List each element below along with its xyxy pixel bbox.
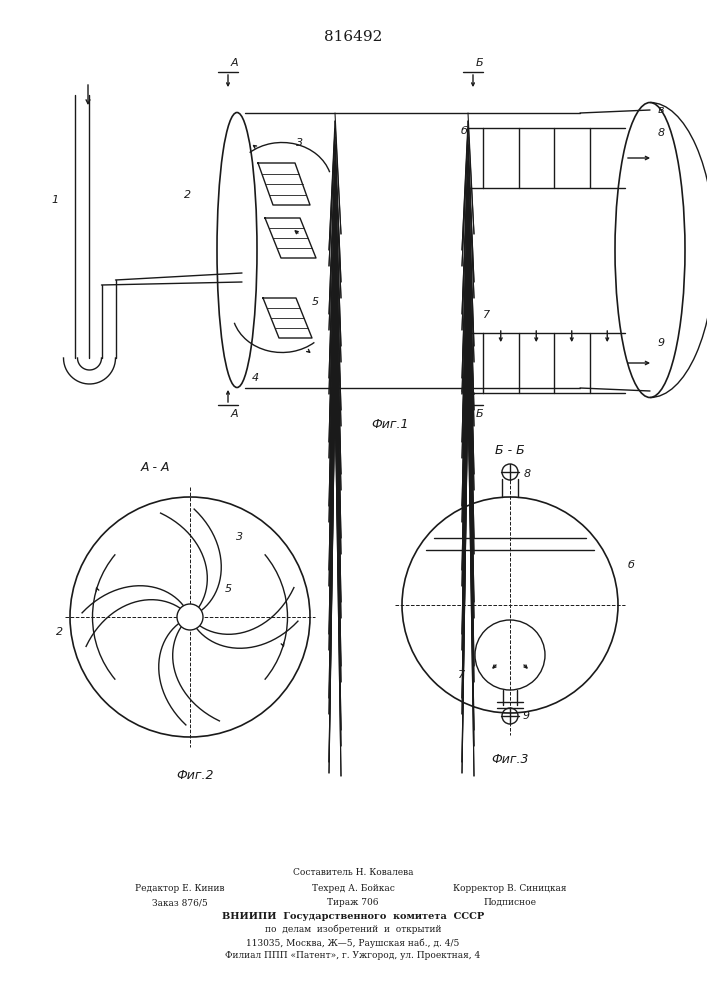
- Text: Техред А. Бойкас: Техред А. Бойкас: [312, 884, 395, 893]
- Text: по  делам  изобретений  и  открытий: по делам изобретений и открытий: [264, 925, 441, 934]
- Text: Корректор В. Синицкая: Корректор В. Синицкая: [453, 884, 567, 893]
- Text: Подписное: Подписное: [484, 898, 537, 907]
- Text: Редактор Е. Кинив: Редактор Е. Кинив: [135, 884, 225, 893]
- Text: ВНИИПИ  Государственного  комитета  СССР: ВНИИПИ Государственного комитета СССР: [222, 912, 484, 921]
- Text: 113035, Москва, Ж—5, Раушская наб., д. 4/5: 113035, Москва, Ж—5, Раушская наб., д. 4…: [246, 938, 460, 948]
- Text: 9: 9: [658, 338, 665, 348]
- Text: Б: Б: [476, 409, 484, 419]
- Text: Б - Б: Б - Б: [495, 444, 525, 457]
- Text: Филиал ППП «Патент», г. Ужгород, ул. Проектная, 4: Филиал ППП «Патент», г. Ужгород, ул. Про…: [226, 951, 481, 960]
- Text: Фиг.2: Фиг.2: [176, 769, 214, 782]
- Text: 9: 9: [523, 711, 530, 721]
- Text: 7: 7: [458, 670, 465, 680]
- Ellipse shape: [177, 604, 203, 630]
- Text: 816492: 816492: [324, 30, 382, 44]
- Text: Фиг.3: Фиг.3: [491, 753, 529, 766]
- Text: А: А: [231, 58, 239, 68]
- Text: 8: 8: [524, 469, 531, 479]
- Text: 5: 5: [312, 297, 319, 307]
- Text: Тираж 706: Тираж 706: [327, 898, 379, 907]
- Text: 3: 3: [236, 532, 244, 542]
- Text: б: б: [461, 385, 468, 395]
- Text: 2: 2: [57, 627, 64, 637]
- Text: Заказ 876/5: Заказ 876/5: [152, 898, 208, 907]
- Text: б: б: [628, 560, 635, 570]
- Text: 7: 7: [484, 310, 491, 320]
- Text: Б: Б: [476, 58, 484, 68]
- Text: в: в: [658, 105, 665, 115]
- Text: 8: 8: [658, 128, 665, 138]
- Text: 4: 4: [252, 373, 259, 383]
- Text: б: б: [461, 126, 468, 136]
- Text: 5: 5: [224, 584, 232, 594]
- Text: 2: 2: [185, 190, 192, 200]
- Text: 1: 1: [52, 195, 59, 205]
- Text: 3: 3: [296, 138, 303, 148]
- Text: А: А: [231, 409, 239, 419]
- Text: Составитель Н. Ковалева: Составитель Н. Ковалева: [293, 868, 414, 877]
- Text: Фиг.1: Фиг.1: [371, 418, 409, 431]
- Text: А - А: А - А: [140, 461, 170, 474]
